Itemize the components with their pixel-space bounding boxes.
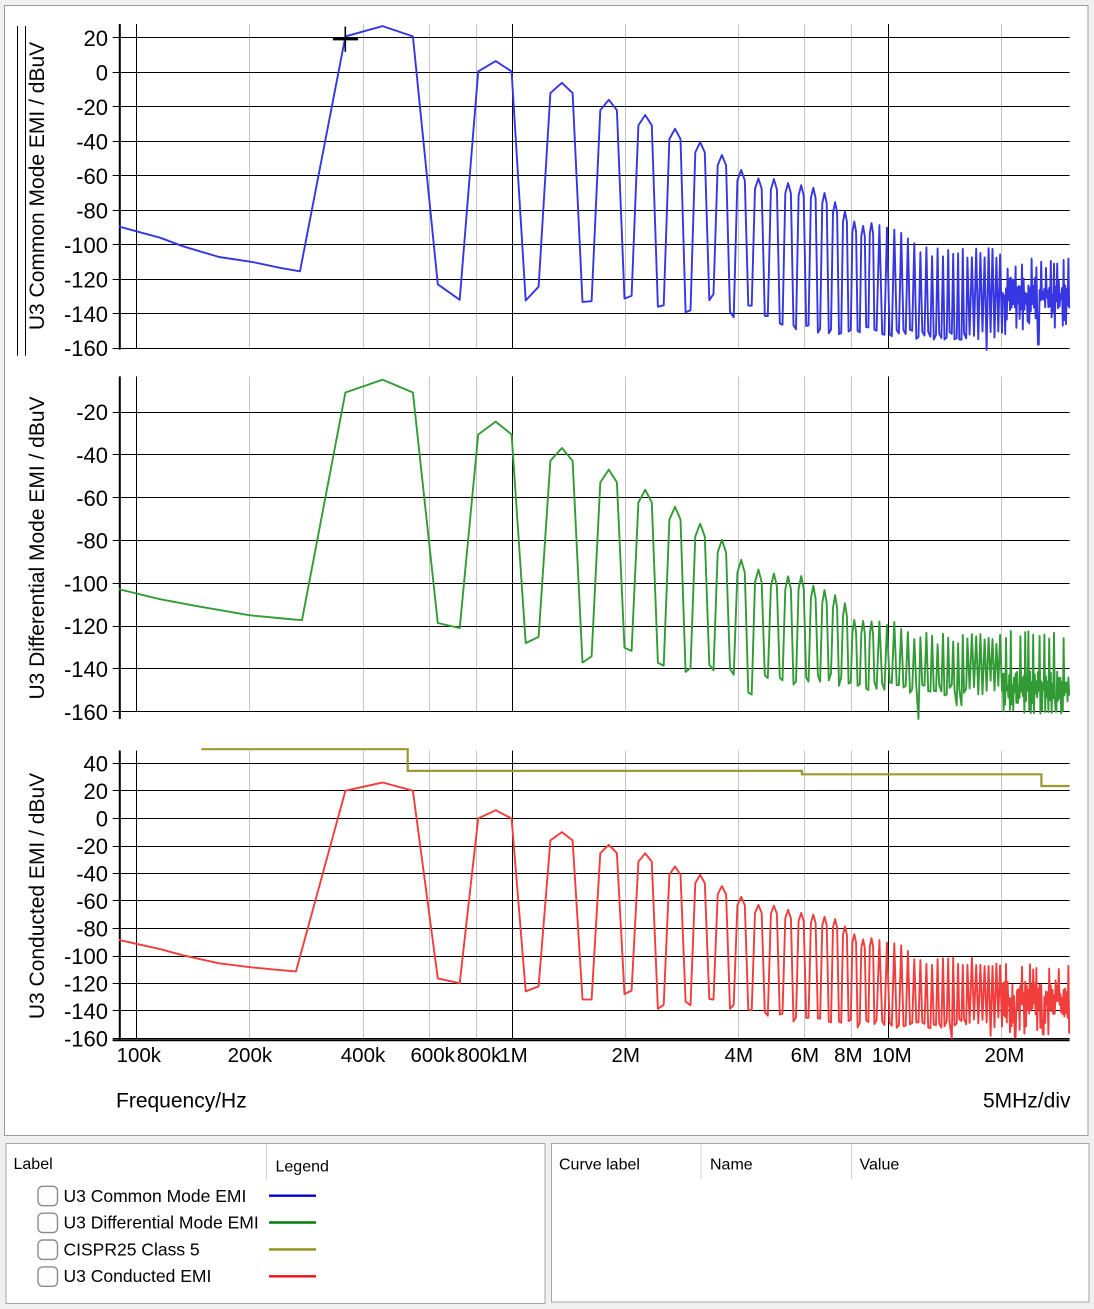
svg-text:10M: 10M: [872, 1044, 912, 1067]
svg-text:U3 Conducted EMI: U3 Conducted EMI: [64, 1266, 212, 1286]
svg-text:100k: 100k: [117, 1044, 162, 1067]
svg-text:-120: -120: [64, 614, 108, 639]
svg-text:6M: 6M: [791, 1044, 819, 1067]
svg-text:-160: -160: [64, 336, 108, 361]
svg-text:-40: -40: [76, 129, 108, 154]
svg-text:1M: 1M: [499, 1044, 527, 1067]
svg-text:Value: Value: [860, 1157, 900, 1174]
svg-text:-160: -160: [64, 1027, 108, 1052]
svg-text:4M: 4M: [725, 1044, 753, 1067]
svg-text:-80: -80: [76, 529, 108, 554]
svg-text:-60: -60: [76, 889, 108, 914]
svg-text:600k: 600k: [410, 1044, 455, 1067]
svg-text:-100: -100: [64, 571, 108, 596]
svg-text:-40: -40: [76, 862, 108, 887]
svg-text:20: 20: [84, 26, 108, 51]
svg-text:0: 0: [96, 61, 108, 86]
svg-text:-80: -80: [76, 198, 108, 223]
svg-text:Name: Name: [710, 1157, 753, 1174]
svg-text:-100: -100: [64, 944, 108, 969]
svg-text:20: 20: [84, 779, 108, 804]
svg-text:Frequency/Hz: Frequency/Hz: [116, 1090, 247, 1113]
svg-text:-20: -20: [76, 400, 108, 425]
svg-text:-20: -20: [76, 95, 108, 120]
svg-text:U3 Differential Mode EMI / dBu: U3 Differential Mode EMI / dBuV: [26, 396, 49, 699]
svg-text:-140: -140: [64, 999, 108, 1024]
svg-text:U3 Differential Mode EMI: U3 Differential Mode EMI: [64, 1213, 259, 1233]
svg-text:Curve label: Curve label: [559, 1157, 640, 1174]
svg-text:-60: -60: [76, 164, 108, 189]
svg-text:200k: 200k: [228, 1044, 273, 1067]
svg-text:CISPR25 Class 5: CISPR25 Class 5: [64, 1240, 200, 1260]
svg-text:-160: -160: [64, 700, 108, 725]
svg-text:5MHz/div: 5MHz/div: [983, 1090, 1071, 1113]
svg-text:-140: -140: [64, 302, 108, 327]
svg-text:8M: 8M: [834, 1044, 862, 1067]
svg-text:Label: Label: [14, 1156, 53, 1173]
svg-text:-80: -80: [76, 917, 108, 942]
svg-text:U3 Common Mode EMI / dBuV: U3 Common Mode EMI / dBuV: [26, 42, 49, 330]
svg-text:-120: -120: [64, 972, 108, 997]
svg-text:-100: -100: [64, 233, 108, 258]
svg-text:2M: 2M: [611, 1044, 639, 1067]
svg-text:-40: -40: [76, 443, 108, 468]
svg-text:-60: -60: [76, 486, 108, 511]
svg-text:20M: 20M: [984, 1044, 1024, 1067]
svg-text:U3 Common Mode EMI: U3 Common Mode EMI: [64, 1186, 247, 1206]
svg-text:0: 0: [96, 807, 108, 832]
svg-text:Legend: Legend: [276, 1159, 329, 1176]
svg-text:-20: -20: [76, 834, 108, 859]
svg-text:40: 40: [84, 752, 108, 777]
svg-text:U3 Conducted EMI / dBuV: U3 Conducted EMI / dBuV: [26, 773, 49, 1019]
svg-text:-140: -140: [64, 657, 108, 682]
svg-text:800k: 800k: [457, 1044, 502, 1067]
svg-text:400k: 400k: [341, 1044, 386, 1067]
svg-text:-120: -120: [64, 267, 108, 292]
